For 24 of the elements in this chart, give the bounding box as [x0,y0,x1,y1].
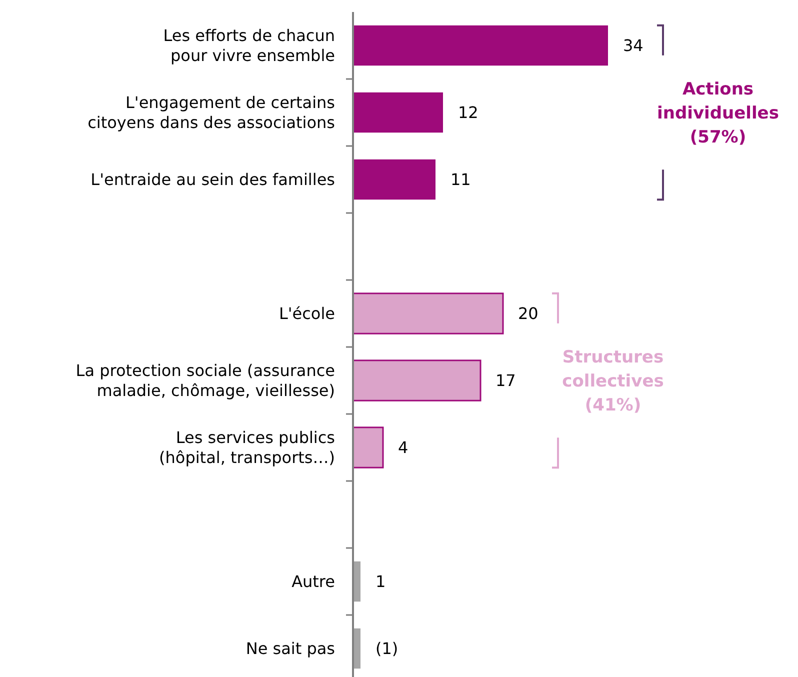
bar [353,92,443,133]
y-tick-label: L'entraide au sein des familles [90,170,335,190]
bar [353,25,608,66]
y-tick-label: Les efforts de chacun pour vivre ensemble [163,26,335,66]
data-label: 1 [376,572,386,592]
bar [352,426,384,468]
y-tick-label: Autre [292,572,335,592]
bar [352,360,482,402]
y-tick-label: Ne sait pas [246,639,335,658]
y-tick-label: L'engagement de certains citoyens dans des associations [88,93,335,132]
y-tick-label: Les services publics (hôpital, transports…) [159,428,335,468]
text: Actions individuelles (57%) [657,79,779,148]
data-label: 34 [623,36,644,56]
data-label: 11 [450,170,471,190]
data-label: 20 [518,304,538,324]
annotation: Structures collectives (41%) [562,347,664,416]
data-label: 17 [496,371,516,390]
data-label: 4 [398,438,408,458]
data-label: (1) [376,639,398,658]
bar [352,292,504,334]
bar [353,159,436,200]
y-tick-label: La protection sociale (assurance maladie, chômage, vieillesse) [76,361,335,400]
data-label: 12 [458,103,478,122]
y-tick-label: L'école [278,304,335,324]
